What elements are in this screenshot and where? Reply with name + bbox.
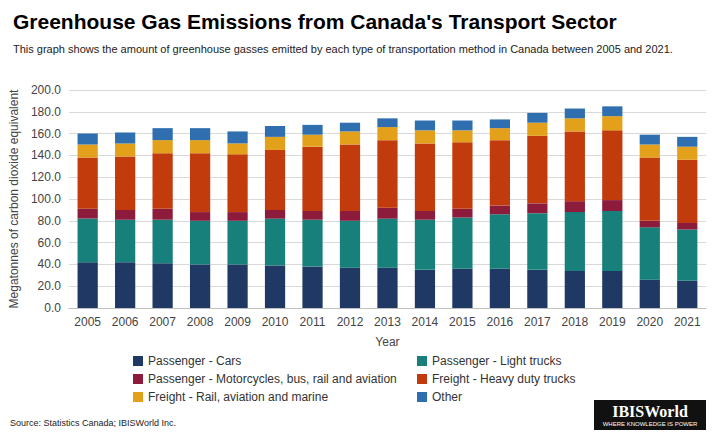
svg-text:Greenhouse Gas Emissions from: Greenhouse Gas Emissions from Canada's T… — [13, 10, 617, 33]
svg-text:2010: 2010 — [262, 315, 289, 329]
svg-text:2013: 2013 — [374, 315, 401, 329]
svg-text:Megatonnes of carbon dioxide e: Megatonnes of carbon dioxide equivalent — [7, 89, 21, 308]
svg-text:140.0: 140.0 — [31, 148, 61, 162]
svg-text:2005: 2005 — [74, 315, 101, 329]
svg-text:Freight - Heavy duty trucks: Freight - Heavy duty trucks — [432, 372, 575, 386]
svg-text:2018: 2018 — [561, 315, 588, 329]
svg-text:180.0: 180.0 — [31, 105, 61, 119]
svg-text:2016: 2016 — [487, 315, 514, 329]
svg-text:20.0: 20.0 — [38, 279, 62, 293]
svg-text:100.0: 100.0 — [31, 192, 61, 206]
svg-text:60.0: 60.0 — [38, 236, 62, 250]
svg-text:This graph shows the amount of: This graph shows the amount of greenhous… — [13, 43, 673, 55]
svg-text:2008: 2008 — [187, 315, 214, 329]
svg-text:IBISWorld: IBISWorld — [612, 403, 688, 420]
svg-text:2011: 2011 — [300, 315, 326, 329]
svg-text:2020: 2020 — [636, 315, 663, 329]
svg-text:Passenger - Cars: Passenger - Cars — [148, 354, 241, 368]
svg-text:Source: Statistics Canada; IBI: Source: Statistics Canada; IBISWorld Inc… — [10, 418, 176, 428]
svg-text:2015: 2015 — [449, 315, 476, 329]
svg-text:Passenger - Motorcycles, bus,: Passenger - Motorcycles, bus, rail and a… — [148, 372, 397, 386]
svg-text:40.0: 40.0 — [38, 257, 62, 271]
svg-text:80.0: 80.0 — [38, 214, 62, 228]
svg-text:2006: 2006 — [112, 315, 139, 329]
svg-text:WHERE KNOWLEDGE IS POWER: WHERE KNOWLEDGE IS POWER — [603, 421, 698, 427]
svg-text:Year: Year — [375, 335, 399, 349]
svg-text:2012: 2012 — [337, 315, 364, 329]
svg-text:0.0: 0.0 — [44, 301, 61, 315]
svg-text:Passenger - Light trucks: Passenger - Light trucks — [432, 354, 561, 368]
svg-text:2007: 2007 — [149, 315, 176, 329]
svg-text:200.0: 200.0 — [31, 83, 61, 97]
svg-text:2014: 2014 — [412, 315, 439, 329]
svg-text:2019: 2019 — [599, 315, 626, 329]
svg-text:2009: 2009 — [224, 315, 251, 329]
svg-text:120.0: 120.0 — [31, 170, 61, 184]
svg-text:2017: 2017 — [524, 315, 551, 329]
svg-text:Freight - Rail, aviation and m: Freight - Rail, aviation and marine — [148, 390, 328, 404]
svg-text:160.0: 160.0 — [31, 127, 61, 141]
svg-text:2021: 2021 — [674, 315, 701, 329]
svg-text:Other: Other — [432, 390, 462, 404]
